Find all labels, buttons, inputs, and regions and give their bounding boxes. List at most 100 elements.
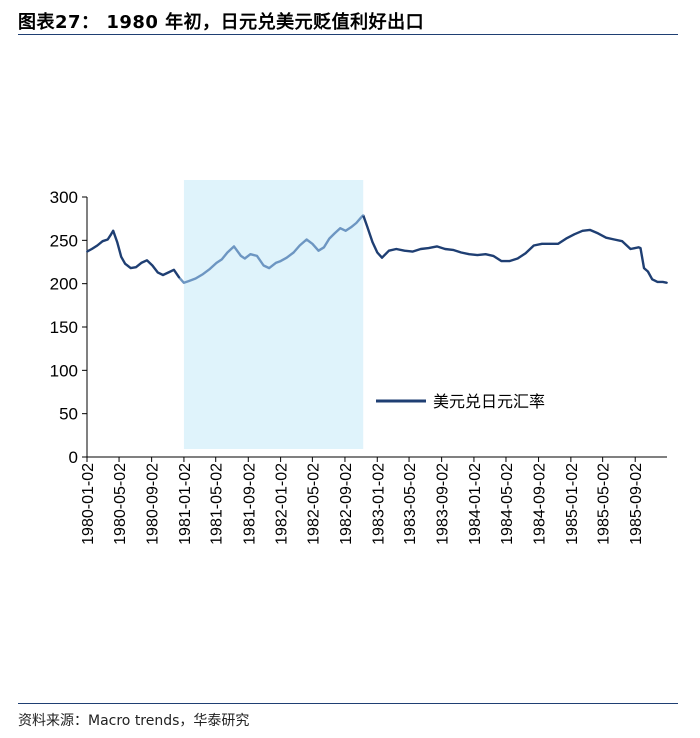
data-point [366,225,369,228]
y-tick-label: 50 [59,405,78,424]
source-rule [18,703,678,704]
data-point [411,250,414,253]
data-point [249,253,252,256]
legend: 美元兑日元汇率 [376,392,545,411]
data-point [573,233,576,236]
data-point [532,244,535,247]
data-point [156,271,159,274]
data-point [151,264,154,267]
x-tick-label: 1982-05-02 [305,463,322,545]
data-point [240,255,242,257]
figure-title: 图表27： 1980 年初，日元兑美元贬值利好出口 [18,12,425,33]
data-point [112,229,115,232]
data-point [621,240,624,243]
series-line [86,229,181,279]
data-point [202,273,204,275]
x-tick-label: 1985-09-02 [628,463,645,545]
series-lines [86,214,668,284]
data-point [500,260,503,262]
data-point [86,250,88,253]
data-point [96,244,99,247]
data-point [90,248,93,250]
x-tick-label: 1983-05-02 [402,463,419,545]
data-point [643,267,645,269]
data-point [427,247,430,250]
data-point [452,249,454,251]
data-point [146,259,148,262]
x-tick-label: 1985-05-02 [596,463,613,545]
data-point [557,242,560,245]
series-line [362,214,668,284]
x-tick-label: 1980-09-02 [145,463,162,545]
data-point [243,257,246,260]
data-point [262,264,265,267]
x-tick-label: 1985-01-02 [564,463,581,545]
source-note: 资料来源：Macro trends，华泰研究 [18,713,250,729]
data-point [605,236,607,239]
data-point [362,214,365,217]
data-point [124,262,126,265]
data-point [215,262,218,264]
data-point [524,252,527,255]
data-point [344,229,347,232]
x-tick-label: 1983-01-02 [370,463,387,545]
data-point [101,240,104,243]
data-point [129,267,132,269]
highlight-region [183,180,364,449]
data-point [589,229,591,231]
x-tick-label: 1980-05-02 [112,463,129,545]
x-axis: 1980-01-02 1980-05-02 1980-09-02 1981-01-02… [80,456,667,545]
data-point [183,281,185,284]
data-point [187,280,190,282]
data-point [388,249,390,252]
data-point [444,248,446,250]
data-point [639,247,642,250]
data-point [476,254,479,256]
title-rule [18,34,678,35]
data-point [647,270,649,273]
data-point [484,253,487,256]
x-tick-label: 1983-09-02 [435,463,452,545]
data-point [209,268,211,270]
data-point [226,251,229,254]
data-point [162,274,164,276]
y-tick-label: 250 [50,231,78,250]
data-point [661,281,664,283]
data-point [311,242,314,245]
y-tick-label: 300 [50,188,78,207]
data-point [613,238,616,241]
data-point [220,258,223,261]
data-point [419,248,422,250]
legend-label: 美元兑日元汇率 [433,392,545,411]
data-point [666,281,668,284]
data-point [333,232,336,235]
data-point [305,238,308,241]
data-point [279,260,282,262]
data-point [492,255,495,257]
y-tick-label: 0 [69,448,78,467]
x-tick-label: 1982-01-02 [274,463,291,545]
data-point [178,276,181,279]
x-tick-label: 1980-01-02 [80,463,97,545]
x-tick-label: 1982-09-02 [338,463,355,545]
data-point [339,227,342,230]
data-point [106,238,109,241]
data-point [194,277,197,280]
x-tick-label: 1981-01-02 [177,463,194,545]
data-point [359,216,362,219]
data-point [460,251,463,254]
data-point [403,249,406,252]
data-point [328,237,331,240]
x-tick-label: 1981-09-02 [241,463,258,545]
data-point [120,255,123,258]
y-tick-label: 150 [50,318,78,337]
data-point [285,256,288,259]
data-point [651,278,654,281]
data-point [233,245,235,248]
data-point [436,245,438,248]
data-point [110,233,112,236]
x-tick-label: 1984-05-02 [499,463,516,545]
data-point [565,237,567,240]
data-point [549,242,551,245]
